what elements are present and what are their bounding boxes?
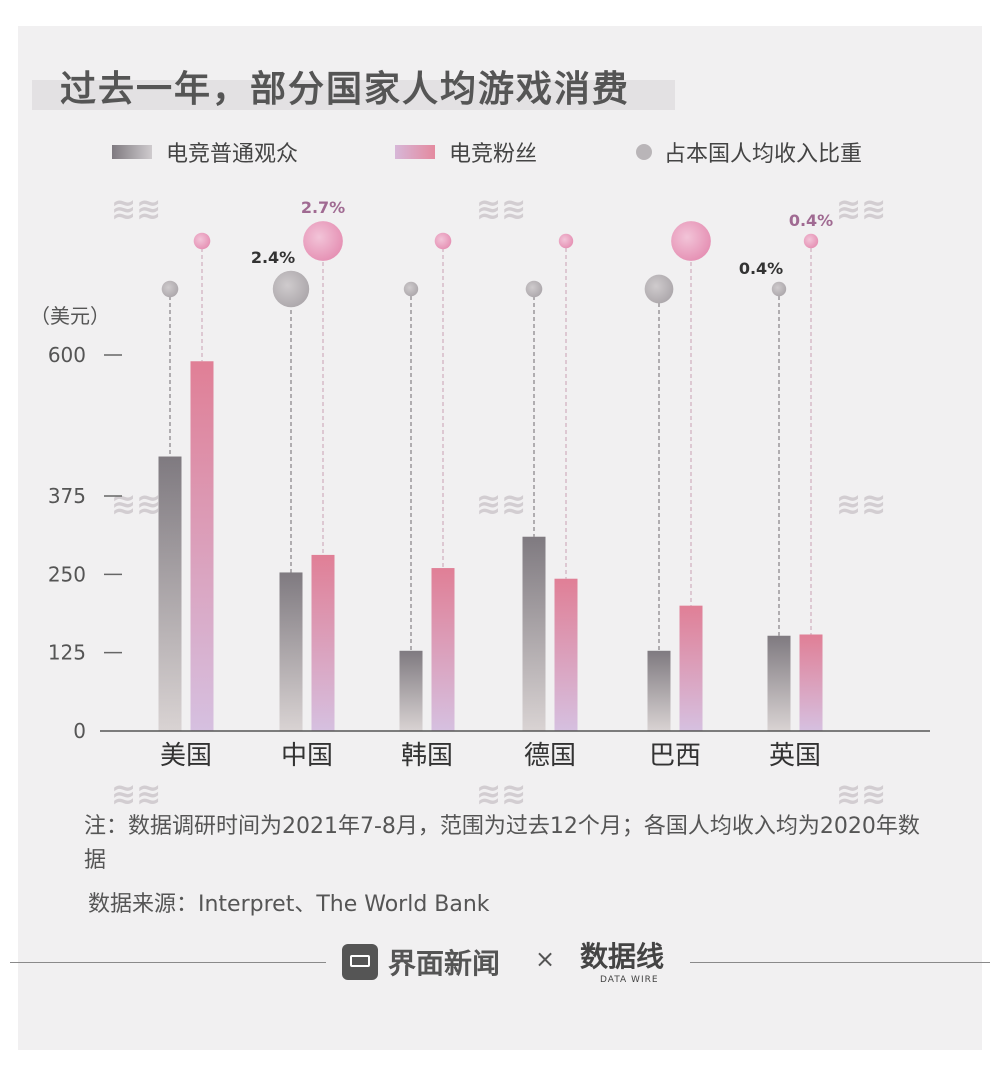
svg-text:≋≋: ≋≋ bbox=[111, 192, 161, 227]
bar-fan bbox=[431, 568, 455, 731]
bar-normal bbox=[647, 650, 671, 731]
bubble-fan bbox=[671, 221, 711, 261]
watermark-logo: ≋≋ bbox=[111, 192, 161, 227]
watermark-logo: ≋≋ bbox=[111, 487, 161, 522]
bar-normal bbox=[522, 536, 546, 731]
legend-dot-ratio bbox=[636, 144, 652, 160]
chart-source: 数据来源：Interpret、The World Bank bbox=[88, 892, 490, 917]
chart-title: 过去一年，部分国家人均游戏消费 bbox=[60, 69, 631, 110]
y-tick-label: 375 bbox=[48, 484, 86, 508]
bubble-normal bbox=[272, 270, 310, 308]
bubble-normal bbox=[771, 281, 787, 297]
watermark-logo: ≋≋ bbox=[476, 487, 526, 522]
y-tick-label: 250 bbox=[48, 562, 86, 586]
bar-fan bbox=[190, 361, 214, 731]
watermark-logo: ≋≋ bbox=[836, 192, 886, 227]
bar-normal bbox=[399, 650, 423, 731]
svg-text:≋≋: ≋≋ bbox=[111, 777, 161, 812]
footer-divider-left bbox=[10, 962, 326, 963]
brand: 界面新闻 bbox=[342, 942, 500, 982]
svg-text:≋≋: ≋≋ bbox=[476, 192, 526, 227]
legend-label-normal: 电竞普通观众 bbox=[166, 142, 299, 167]
bar-normal bbox=[767, 635, 791, 731]
logo-subtext: DATA WIRE bbox=[600, 975, 659, 985]
watermark-logo: ≋≋ bbox=[111, 777, 161, 812]
chart-note: 注：数据调研时间为2021年7-8月，范围为过去12个月；各国人均收入均为202… bbox=[84, 814, 920, 873]
x-tick-label: 中国 bbox=[281, 741, 333, 771]
bar-chart: （美元） 0 125 250 375 600 美国 中国 韩国 德国 巴西 英国 2.7% 2.4% 0.… bbox=[30, 198, 930, 771]
data-label-percent: 2.7% bbox=[301, 198, 345, 217]
bubble-fan bbox=[193, 232, 211, 250]
bubble-normal bbox=[403, 281, 419, 297]
title-highlight bbox=[32, 80, 675, 110]
footer-divider-right bbox=[690, 962, 990, 963]
bubble-fan bbox=[434, 232, 452, 250]
logo-text: 数据线 bbox=[580, 940, 664, 973]
y-tick-label: 0 bbox=[73, 719, 86, 743]
legend-normal: 电竞普通观众 bbox=[112, 140, 298, 167]
watermark-logo: ≋≋ bbox=[476, 192, 526, 227]
bar-fan bbox=[311, 554, 335, 731]
bubble-fan bbox=[803, 233, 819, 249]
legend-label-fan: 电竞粉丝 bbox=[449, 142, 538, 167]
legend-fan: 电竞粉丝 bbox=[395, 140, 537, 167]
times-symbol: × bbox=[535, 945, 556, 973]
bar-fan bbox=[679, 605, 703, 731]
svg-text:≋≋: ≋≋ bbox=[476, 487, 526, 522]
x-tick-label: 德国 bbox=[524, 741, 576, 771]
bubble-normal bbox=[161, 280, 179, 298]
svg-text:≋≋: ≋≋ bbox=[836, 192, 886, 227]
bar-normal bbox=[158, 456, 182, 731]
x-tick-label: 韩国 bbox=[401, 741, 453, 771]
y-axis-unit-label: （美元） bbox=[30, 304, 110, 328]
svg-text:≋≋: ≋≋ bbox=[476, 777, 526, 812]
svg-text:≋≋: ≋≋ bbox=[836, 487, 886, 522]
legend-swatch-normal bbox=[112, 145, 152, 159]
bar-fan bbox=[799, 634, 823, 731]
data-label-percent: 0.4% bbox=[739, 259, 783, 278]
x-tick-label: 美国 bbox=[160, 741, 212, 771]
bubble-fan bbox=[303, 221, 343, 261]
y-tick-label: 125 bbox=[48, 641, 86, 665]
brand-name: 界面新闻 bbox=[388, 947, 501, 980]
brand-logo-icon bbox=[342, 944, 378, 980]
data-label-percent: 2.4% bbox=[251, 248, 295, 267]
legend-swatch-fan bbox=[395, 145, 435, 159]
bar-fan bbox=[554, 578, 578, 731]
x-tick-label: 巴西 bbox=[649, 741, 701, 771]
watermark-logo: ≋≋ bbox=[836, 777, 886, 812]
bubble-normal bbox=[525, 280, 543, 298]
watermark-logo: ≋≋ bbox=[476, 777, 526, 812]
bubble-fan bbox=[558, 233, 574, 249]
legend-ratio: 占本国人均收入比重 bbox=[636, 140, 862, 167]
svg-text:≋≋: ≋≋ bbox=[836, 777, 886, 812]
legend-label-ratio: 占本国人均收入比重 bbox=[664, 142, 863, 167]
bubble-normal bbox=[644, 274, 674, 304]
y-tick-label: 600 bbox=[48, 343, 86, 367]
data-label-percent: 0.4% bbox=[789, 211, 833, 230]
x-tick-label: 英国 bbox=[769, 741, 821, 771]
bar-normal bbox=[279, 572, 303, 731]
svg-text:≋≋: ≋≋ bbox=[111, 487, 161, 522]
data-wire-logo: 数据线 DATA WIRE bbox=[580, 940, 664, 985]
watermark-logo: ≋≋ bbox=[836, 487, 886, 522]
